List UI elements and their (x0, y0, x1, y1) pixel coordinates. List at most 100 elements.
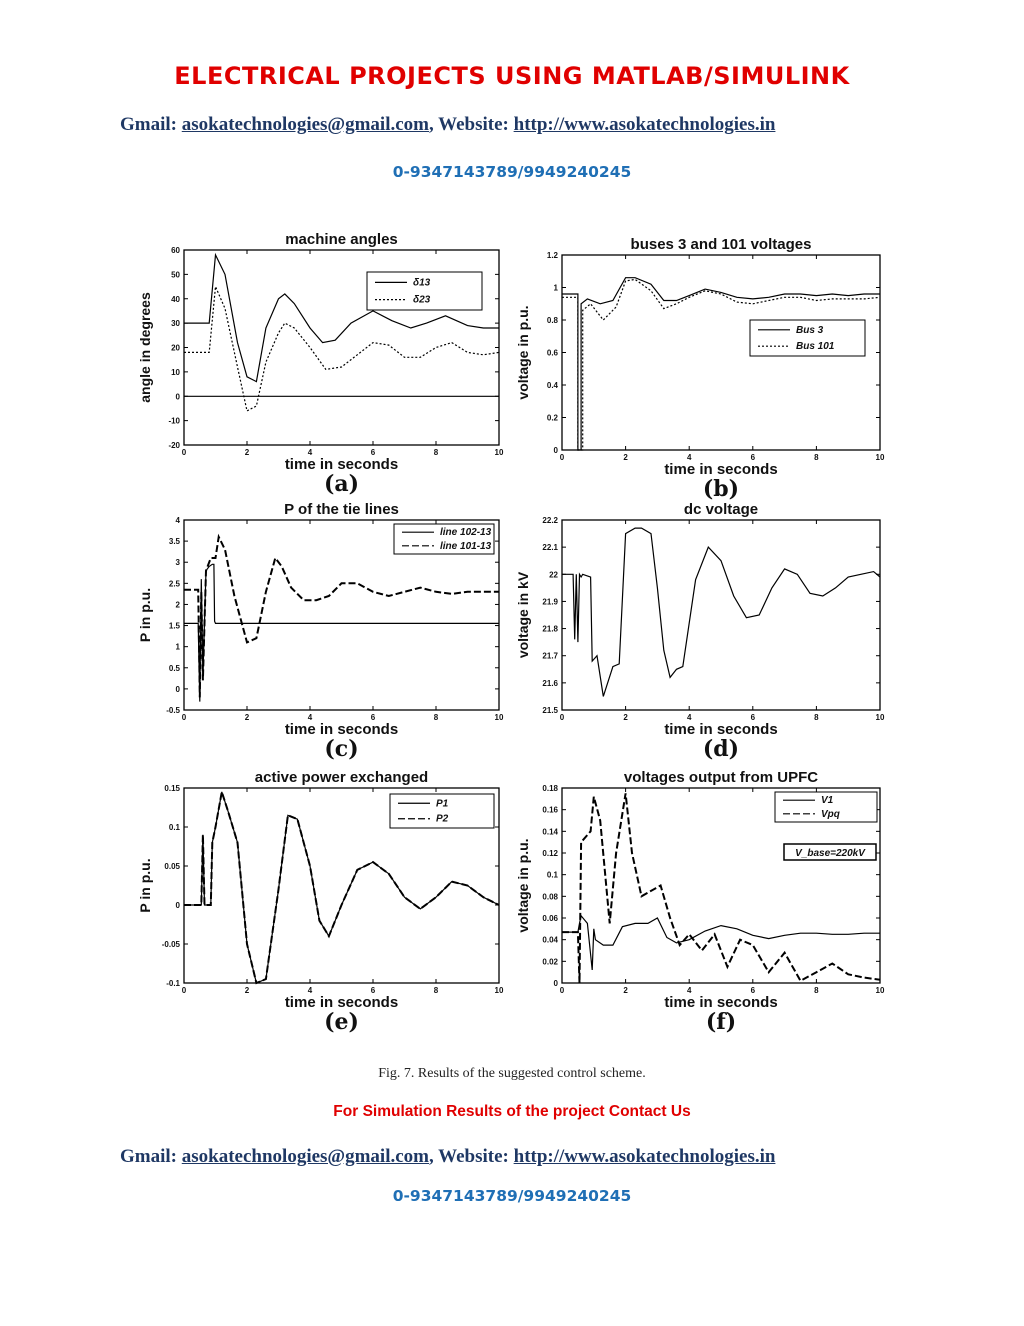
legend-box (389, 793, 495, 829)
legend-label: P2 (436, 814, 449, 825)
y-tick-label: 3.5 (169, 537, 181, 546)
y-tick-label: 0.12 (542, 849, 558, 858)
chart-active-power: 0 2 4 6 8 10 -0.1 -0.05 0 0.05 0.1 0.15 active power… (137, 769, 504, 1035)
x-tick-label: 10 (495, 448, 504, 457)
x-axis-label: time in seconds (664, 461, 777, 478)
y-tick-label: -0.1 (166, 979, 180, 988)
chart-title: buses 3 and 101 voltages (631, 236, 812, 253)
y-tick-label: 1.5 (169, 622, 181, 631)
legend-box (366, 271, 483, 311)
x-tick-label: 4 (308, 986, 313, 995)
website-label: , Website: (429, 1146, 514, 1167)
x-tick-label: 6 (751, 986, 756, 995)
x-axis-label: time in seconds (664, 994, 777, 1011)
x-tick-label: 10 (495, 986, 504, 995)
y-tick-label: 0.4 (547, 381, 559, 390)
y-tick-label: 0 (176, 901, 181, 910)
legend-label: Vpq (821, 809, 840, 820)
panel-label: (e) (324, 1009, 359, 1035)
x-tick-label: 6 (751, 713, 756, 722)
y-tick-label: 0.8 (547, 316, 559, 325)
x-tick-label: 10 (876, 453, 885, 462)
chart-dc-voltage: 0 2 4 6 8 10 21.5 21.6 21.7 21.8 21.9 22 22.1 22.2 dc … (515, 501, 885, 762)
y-axis-label: P in p.u. (137, 588, 153, 642)
y-tick-label: 20 (171, 344, 180, 353)
chart-upfc-voltages: 0 2 4 6 8 10 0 0.02 0.04 0.06 0.08 0.1 0.12 0.14 0.16 0… (515, 769, 885, 1035)
header-contact-line: Gmail: asokatechnologies@gmail.com, Webs… (120, 114, 775, 136)
x-axis-label: time in seconds (285, 456, 398, 473)
x-tick-label: 2 (245, 986, 250, 995)
chart-title: machine angles (285, 231, 398, 248)
annotation-text: V_base=220kV (795, 848, 866, 859)
panel-label: (f) (706, 1009, 736, 1035)
x-tick-label: 8 (434, 713, 439, 722)
y-tick-label: 0.5 (169, 664, 181, 673)
y-tick-label: 1.2 (547, 251, 559, 260)
y-tick-label: 0 (176, 392, 181, 401)
y-tick-label: 0.04 (542, 936, 558, 945)
series-line-1 (184, 252, 499, 383)
y-axis-label: voltage in p.u. (515, 305, 531, 399)
axes-frame (561, 519, 881, 711)
x-tick-label: 8 (434, 986, 439, 995)
x-tick-label: 8 (434, 448, 439, 457)
x-axis-label: time in seconds (285, 721, 398, 738)
axes-frame (561, 787, 881, 984)
y-tick-label: 0.02 (542, 957, 558, 966)
y-tick-label: -10 (168, 417, 180, 426)
chart-title: active power exchanged (255, 769, 428, 786)
gmail-link[interactable]: asokatechnologies@gmail.com (181, 114, 429, 135)
y-tick-label: 0.18 (542, 784, 558, 793)
x-tick-label: 0 (560, 713, 565, 722)
x-tick-label: 4 (687, 713, 692, 722)
panel-label: (b) (703, 476, 739, 502)
header-phone: 0-9347143789/9949240245 (392, 163, 632, 181)
website-link[interactable]: http://www.asokatechnologies.in (513, 114, 776, 135)
y-tick-label: 2.5 (169, 579, 181, 588)
x-tick-label: 4 (687, 986, 692, 995)
legend-label: line 101-13 (440, 541, 492, 552)
series-line-2 (562, 793, 881, 984)
y-tick-label: 0 (176, 685, 181, 694)
legend-label: V1 (821, 795, 834, 806)
y-tick-label: 0.08 (542, 892, 558, 901)
y-tick-label: 0.14 (542, 827, 558, 836)
gmail-label: Gmail: (120, 114, 182, 135)
y-tick-label: 4 (176, 516, 181, 525)
y-axis-label: voltage in kV (515, 571, 531, 658)
y-tick-label: 0.15 (164, 784, 180, 793)
y-tick-label: 21.6 (542, 679, 558, 688)
x-tick-label: 4 (308, 713, 313, 722)
x-tick-label: 4 (308, 448, 313, 457)
x-tick-label: 6 (371, 986, 376, 995)
y-tick-label: 40 (171, 295, 180, 304)
x-tick-label: 0 (182, 448, 187, 457)
y-tick-label: 30 (171, 319, 180, 328)
chart-bus-voltages: 0 2 4 6 8 10 0 0.2 0.4 0.6 0.8 1 1.2 buses 3 and 101 … (515, 236, 885, 502)
y-tick-label: 0 (554, 446, 559, 455)
x-tick-label: 2 (623, 986, 628, 995)
x-tick-label: 0 (182, 713, 187, 722)
y-tick-label: 0.06 (542, 914, 558, 923)
legend-label: P1 (436, 798, 449, 809)
series-line-1 (562, 527, 881, 697)
series-line-2 (184, 286, 500, 412)
x-tick-label: 6 (751, 453, 756, 462)
legend-label: Bus 101 (796, 341, 835, 352)
series-line-2 (562, 278, 881, 451)
series-line-1 (562, 277, 880, 451)
x-tick-label: 6 (371, 713, 376, 722)
y-tick-label: -20 (168, 441, 180, 450)
y-tick-label: 0.05 (164, 862, 180, 871)
panel-label: (a) (324, 471, 359, 497)
y-tick-label: 21.5 (542, 706, 558, 715)
y-axis-label: angle in degrees (137, 292, 153, 403)
website-link[interactable]: http://www.asokatechnologies.in (513, 1146, 776, 1167)
x-axis-label: time in seconds (285, 994, 398, 1011)
y-tick-label: 21.8 (542, 625, 558, 634)
gmail-label: Gmail: (120, 1146, 182, 1167)
panel-label: (c) (324, 736, 358, 762)
gmail-link[interactable]: asokatechnologies@gmail.com (181, 1146, 429, 1167)
figure-caption: Fig. 7. Results of the suggested control… (378, 1066, 646, 1081)
x-tick-label: 10 (876, 986, 885, 995)
